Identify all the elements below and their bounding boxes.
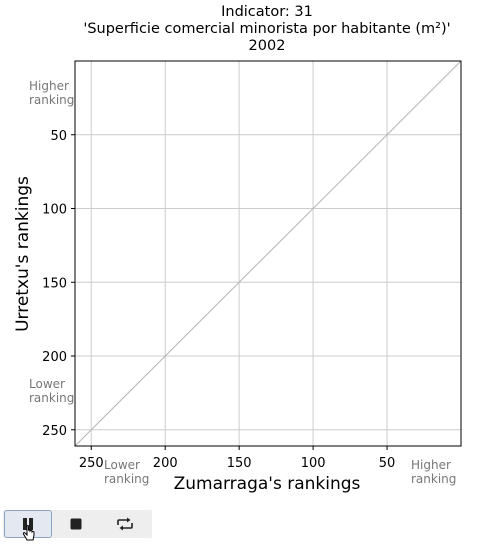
stop-icon — [70, 518, 82, 530]
x-tick-label: 50 — [379, 456, 396, 471]
animation-controls — [3, 510, 152, 541]
repeat-button[interactable] — [101, 510, 149, 538]
grid — [75, 61, 461, 446]
x-left-hint-line-2: ranking — [104, 472, 149, 486]
y-tick-label: 50 — [50, 129, 67, 144]
y-bottom-hint-line-2: ranking — [29, 391, 74, 405]
x-tick-label: 150 — [227, 456, 252, 471]
ticks: 250 200 150 100 50 50 100 150 200 250 — [42, 129, 395, 471]
pause-button[interactable] — [4, 510, 52, 541]
pause-icon — [23, 518, 33, 530]
chart-title-line-1: Indicator: 31 — [221, 4, 313, 20]
x-right-hint-line-1: Higher — [411, 458, 451, 472]
y-tick-label: 200 — [42, 350, 67, 365]
reference-line — [74, 60, 462, 447]
chart-title-line-3: 2002 — [248, 38, 286, 54]
x-right-hint-line-2: ranking — [411, 472, 456, 486]
x-tick-label: 200 — [153, 456, 178, 471]
x-tick-label: 100 — [301, 456, 326, 471]
x-tick-label: 250 — [79, 456, 104, 471]
x-left-hint-line-1: Lower — [104, 458, 140, 472]
stop-button[interactable] — [52, 510, 100, 538]
data-layer — [74, 60, 462, 447]
y-tick-label: 250 — [42, 424, 67, 439]
y-tick-label: 150 — [42, 276, 67, 291]
y-top-hint-line-1: Higher — [29, 79, 69, 93]
x-axis-title: Zumarraga's rankings — [174, 474, 361, 494]
hand-cursor-icon — [22, 525, 35, 541]
y-axis-title: Urretxu's rankings — [13, 176, 33, 332]
chart-title-line-2: 'Superficie comercial minorista por habi… — [83, 21, 451, 37]
y-bottom-hint-line-1: Lower — [29, 377, 65, 391]
y-tick-label: 100 — [42, 203, 67, 218]
plot-frame — [74, 60, 462, 447]
repeat-icon — [117, 517, 133, 531]
y-top-hint-line-2: ranking — [29, 93, 74, 107]
chart-title: Indicator: 31 'Superficie comercial mino… — [0, 4, 487, 55]
